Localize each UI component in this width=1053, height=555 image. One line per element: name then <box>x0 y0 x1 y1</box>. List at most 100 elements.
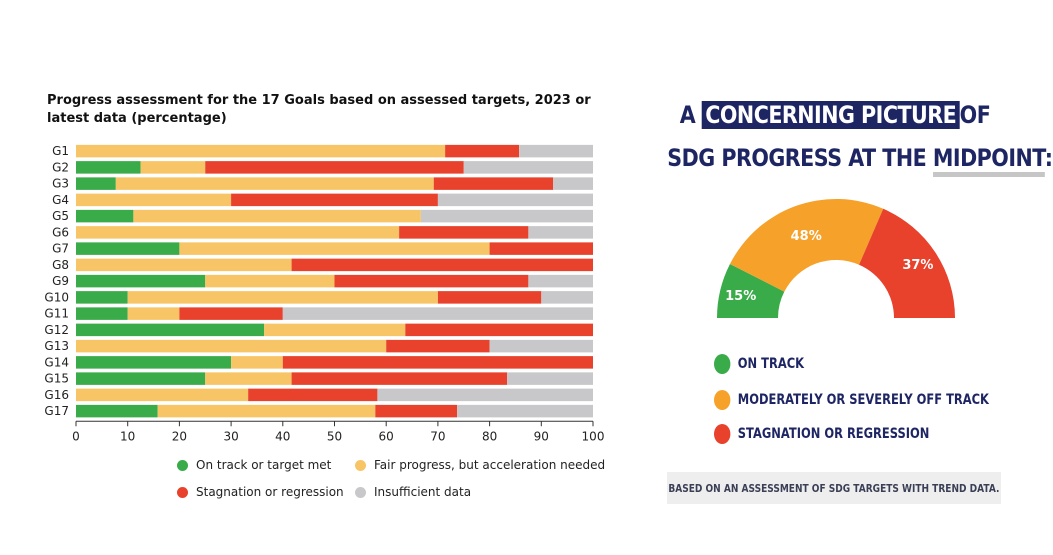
bar-segment <box>405 323 593 337</box>
bar-segment <box>463 161 593 174</box>
bar-segment <box>437 291 542 304</box>
legend-swatch-icon <box>177 486 188 498</box>
category-label: G12 <box>44 323 69 337</box>
bar-segment <box>76 291 128 304</box>
bar-segment <box>127 307 180 320</box>
legend-label: Fair progress, but acceleration needed <box>374 458 606 472</box>
bar-segment <box>205 372 292 385</box>
legend-label: Stagnation or regression <box>196 485 344 499</box>
x-tick-label: 20 <box>172 429 187 443</box>
bar-segment <box>489 339 593 353</box>
category-label: G7 <box>52 242 69 256</box>
bar-segment <box>489 242 593 255</box>
stacked-bar-chart: G1 G2 G3 G4 G5 G6 G7 G8 G9 G10 G11 G12 G13 G14 G15 G16 G… <box>44 144 605 443</box>
bar-segment <box>282 307 593 320</box>
bar-segment <box>445 144 520 158</box>
bar-segment <box>334 274 529 288</box>
slice-label: 37% <box>902 258 933 273</box>
bar-segment <box>76 161 141 174</box>
category-label: G16 <box>44 388 69 402</box>
bar-segment <box>377 388 593 402</box>
headline-text: : <box>1044 144 1053 172</box>
key-dot-icon <box>714 390 731 410</box>
legend-swatch-icon <box>355 459 366 471</box>
bar-segment <box>127 291 438 304</box>
x-tick-label: 70 <box>430 429 445 443</box>
donut-slice <box>717 263 785 318</box>
bar-segment <box>76 209 134 223</box>
footnote-text: BASED ON AN ASSESSMENT OF SDG TARGETS WI… <box>668 481 1000 495</box>
headline-line-1: A CONCERNING PICTURE OF <box>667 100 1002 130</box>
bar-segment <box>76 372 206 385</box>
bar-segment <box>291 258 593 272</box>
category-label: G8 <box>52 258 69 272</box>
bar-segment <box>115 177 434 190</box>
category-label: G10 <box>44 290 69 304</box>
x-tick-label: 60 <box>379 429 394 443</box>
category-label: G4 <box>52 193 69 207</box>
bar-segment <box>437 193 593 207</box>
slice-label: 15% <box>725 289 756 304</box>
bar-segment <box>76 226 400 239</box>
bar-segment <box>282 356 593 369</box>
x-tick-label: 30 <box>223 429 238 443</box>
footnote-box: BASED ON AN ASSESSMENT OF SDG TARGETS WI… <box>667 472 1001 504</box>
key-label: MODERATELY OR SEVERELY OFF TRACK <box>737 392 989 408</box>
bar-segment <box>179 307 283 320</box>
key-dot-icon <box>714 354 731 374</box>
bar-segment <box>541 291 593 304</box>
key-label: STAGNATION OR REGRESSION <box>737 426 930 442</box>
bar-segment <box>528 274 593 288</box>
key-dot-icon <box>714 424 731 444</box>
category-label: G1 <box>52 144 69 158</box>
bar-segment <box>231 356 283 369</box>
x-tick-label: 40 <box>275 429 290 443</box>
slice-label: 48% <box>791 229 822 244</box>
donut-slice <box>729 199 884 292</box>
headline-line-2: SDG PROGRESS AT THE MIDPOINT: <box>667 143 1053 177</box>
category-label: G11 <box>44 307 69 321</box>
bar-segment <box>76 274 206 288</box>
bar-segment <box>248 388 378 402</box>
key-off-track: MODERATELY OR SEVERELY OFF TRACK <box>714 390 989 410</box>
bar-segment <box>157 404 376 418</box>
headline-text: SDG PROGRESS AT THE <box>667 144 927 172</box>
x-tick-label: 50 <box>327 429 342 443</box>
bar-segment <box>433 177 554 190</box>
bar-segment <box>76 242 180 255</box>
key-label: ON TRACK <box>737 356 805 372</box>
bar-segment <box>375 404 458 418</box>
legend-swatch-icon <box>355 486 366 498</box>
bar-segment <box>179 242 490 255</box>
bar-segment <box>528 226 593 239</box>
bar-segment <box>76 323 265 337</box>
category-label: G2 <box>52 160 69 174</box>
headline-text: A <box>679 101 696 129</box>
bar-segment <box>507 372 593 385</box>
bar-segment <box>264 323 406 337</box>
bar-segment <box>553 177 593 190</box>
bar-segment <box>291 372 508 385</box>
bar-segment <box>76 404 158 418</box>
category-label: G17 <box>44 404 69 418</box>
bar-segment <box>457 404 593 418</box>
bar-segment <box>231 193 438 207</box>
category-label: G5 <box>52 209 69 223</box>
legend-label: Insufficient data <box>374 485 472 499</box>
bar-segment <box>76 177 116 190</box>
key-on-track: ON TRACK <box>714 354 804 374</box>
headline-text: OF <box>959 101 991 129</box>
legend-label: On track or target met <box>196 458 332 472</box>
bar-segment <box>76 356 232 369</box>
category-label: G6 <box>52 225 69 239</box>
headline-underlined-word: MIDPOINT <box>932 144 1045 177</box>
key-stagnation: STAGNATION OR REGRESSION <box>714 424 929 444</box>
category-label: G13 <box>44 339 69 353</box>
x-tick-label: 0 <box>72 429 80 443</box>
bar-segment <box>205 274 335 288</box>
category-label: G9 <box>52 274 69 288</box>
bar-segment <box>519 144 593 158</box>
x-tick-label: 100 <box>582 429 605 443</box>
bar-segment <box>133 209 421 223</box>
